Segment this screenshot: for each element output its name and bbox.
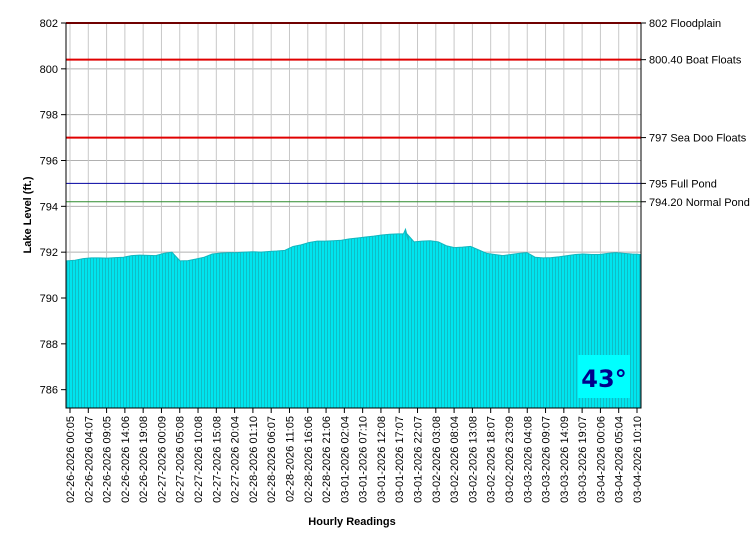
x-tick-label: 02-27-2026 10:08 — [193, 416, 205, 503]
temperature-badge: 43° — [578, 355, 630, 398]
x-tick-label: 03-03-2026 04:08 — [522, 416, 534, 503]
x-tick-label: 03-02-2026 13:08 — [467, 416, 479, 503]
x-tick-label: 03-04-2026 10:10 — [632, 416, 644, 503]
x-tick-label: 02-26-2026 04:07 — [83, 416, 95, 503]
x-tick-label: 02-27-2026 05:08 — [175, 416, 187, 503]
reference-label: 797 Sea Doo Floats — [649, 133, 747, 145]
x-axis-title: Hourly Readings — [308, 516, 395, 528]
x-tick-label: 02-28-2026 01:10 — [248, 416, 260, 503]
x-tick-label: 02-27-2026 15:08 — [211, 416, 223, 503]
temperature-badge-bg — [578, 355, 630, 398]
x-tick-label: 02-26-2026 14:06 — [120, 416, 132, 503]
x-tick-label: 03-04-2026 00:06 — [595, 416, 607, 503]
x-tick-label: 03-01-2026 12:08 — [376, 416, 388, 503]
x-tick-label: 03-02-2026 23:09 — [504, 416, 516, 503]
x-tick-label: 03-03-2026 19:07 — [577, 416, 589, 503]
x-axis-ticks: 02-26-2026 00:05 02-26-2026 04:07 02-26-20… — [65, 408, 644, 503]
reference-label: 802 Floodplain — [649, 18, 721, 30]
x-tick-label: 02-28-2026 16:06 — [303, 416, 315, 503]
y-tick-label: 802 — [40, 18, 58, 30]
x-tick-label: 03-01-2026 07:10 — [358, 416, 370, 503]
x-tick-label: 02-28-2026 21:06 — [321, 416, 333, 503]
x-tick-label: 02-28-2026 06:07 — [266, 416, 278, 503]
x-tick-label: 02-27-2026 00:09 — [156, 416, 168, 503]
reference-label: 794.20 Normal Pond — [649, 197, 750, 209]
temperature-value: 43° — [581, 365, 626, 393]
x-tick-label: 02-26-2026 19:08 — [138, 416, 150, 503]
x-tick-label: 02-26-2026 00:05 — [65, 416, 77, 503]
y-tick-label: 798 — [40, 110, 58, 122]
x-tick-label: 02-26-2026 09:05 — [102, 416, 114, 503]
x-tick-label: 02-27-2026 20:04 — [230, 416, 242, 503]
plot-frame — [65, 22, 642, 409]
reference-label: 795 Full Pond — [649, 178, 717, 190]
y-tick-label: 794 — [40, 201, 58, 213]
y-tick-label: 800 — [40, 64, 58, 76]
x-tick-label: 03-03-2026 14:09 — [559, 416, 571, 503]
y-tick-label: 788 — [40, 339, 58, 351]
x-tick-label: 03-03-2026 09:07 — [541, 416, 553, 503]
x-tick-label: 03-02-2026 08:04 — [449, 416, 461, 503]
y-axis-ticks: 786 788 790 792 794 796 798 800 802 — [40, 18, 66, 397]
x-tick-label: 03-01-2026 22:07 — [413, 416, 425, 503]
y-tick-label: 796 — [40, 156, 58, 168]
y-tick-label: 792 — [40, 247, 58, 259]
reference-label: 800.40 Boat Floats — [649, 55, 742, 67]
y-axis-title: Lake Level (ft.) — [22, 176, 34, 253]
x-tick-label: 03-04-2026 05:04 — [614, 416, 626, 503]
y-tick-label: 786 — [40, 385, 58, 397]
x-tick-label: 02-28-2026 11:05 — [284, 416, 296, 502]
x-tick-label: 03-01-2026 17:07 — [394, 416, 406, 503]
x-tick-label: 03-02-2026 03:08 — [431, 416, 443, 503]
x-tick-label: 03-01-2026 02:04 — [339, 416, 351, 503]
x-tick-label: 03-02-2026 18:07 — [486, 416, 498, 503]
y-tick-label: 790 — [40, 293, 58, 305]
lake-level-area — [66, 227, 641, 409]
